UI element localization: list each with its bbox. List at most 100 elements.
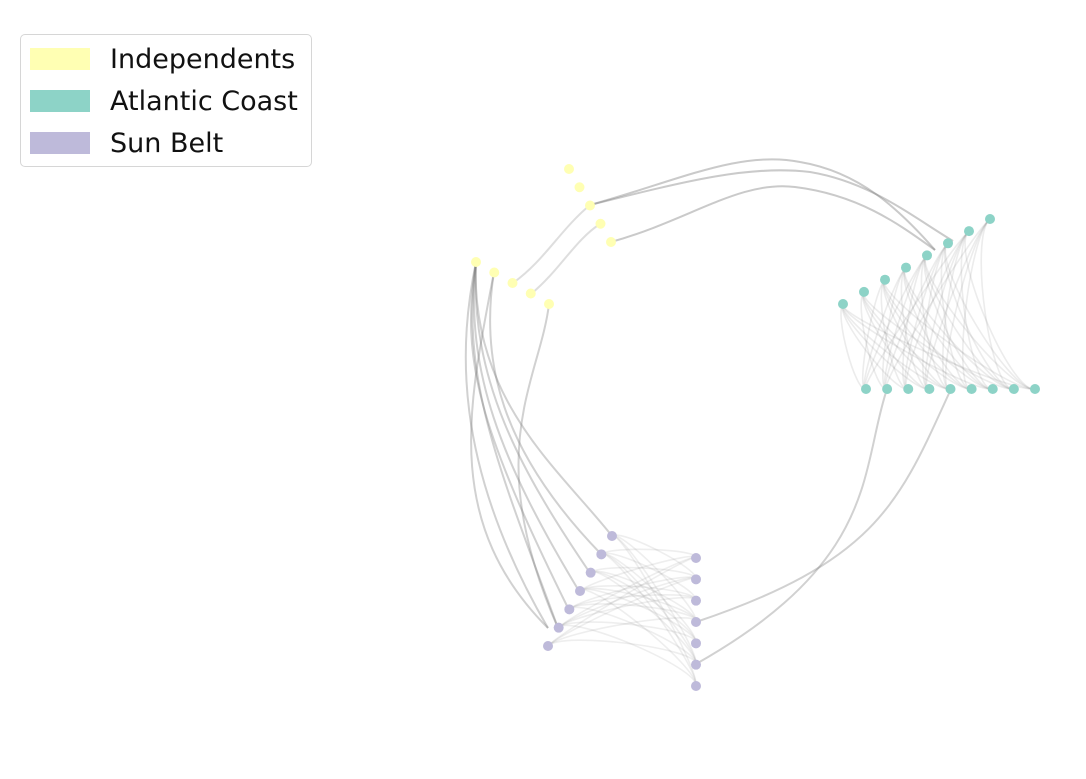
node-sun-belt [691, 574, 701, 585]
node-sun-belt [575, 586, 585, 596]
edge [512, 204, 591, 284]
edge [903, 267, 972, 390]
node-independents [564, 164, 574, 174]
node-atlantic-coast [964, 226, 974, 237]
node-sun-belt [691, 681, 701, 691]
node-atlantic-coast [838, 299, 848, 309]
edge [530, 223, 601, 295]
node-atlantic-coast [987, 384, 998, 394]
edge [695, 388, 888, 665]
legend: Independents Atlantic Coast Sun Belt [20, 34, 312, 167]
node-atlantic-coast [945, 384, 956, 394]
edge [471, 261, 559, 629]
node-sun-belt [691, 595, 701, 606]
edge [924, 230, 970, 390]
edge [474, 261, 591, 574]
node-sun-belt [607, 531, 617, 541]
edge [589, 169, 954, 242]
node-sun-belt [585, 567, 596, 578]
edge [579, 587, 697, 623]
edges [464, 158, 1036, 687]
node-atlantic-coast [985, 214, 995, 224]
edge [944, 242, 1014, 390]
edge [558, 624, 697, 687]
edge [611, 535, 697, 687]
node-sun-belt [564, 604, 575, 615]
edge [885, 218, 991, 390]
edge [547, 617, 697, 647]
edge [862, 291, 930, 390]
legend-swatch-independents [30, 48, 90, 70]
node-atlantic-coast [1030, 384, 1040, 394]
edge [942, 230, 970, 390]
edge [920, 254, 951, 390]
node-atlantic-coast [924, 384, 935, 394]
node-independents [525, 288, 536, 299]
edge [610, 185, 936, 251]
edge [489, 271, 602, 555]
node-independents [507, 278, 518, 288]
node-sun-belt [553, 622, 564, 633]
edge [611, 535, 697, 665]
edge [900, 267, 930, 390]
edge [579, 589, 697, 687]
node-atlantic-coast [901, 262, 911, 273]
edge [695, 388, 952, 623]
edge [864, 230, 970, 390]
node-atlantic-coast [903, 384, 914, 394]
edge [882, 279, 951, 390]
edge [923, 254, 993, 390]
edge [611, 535, 697, 623]
node-atlantic-coast [1008, 384, 1019, 394]
node-sun-belt [691, 638, 701, 649]
edge [862, 291, 972, 390]
edge [964, 230, 1036, 390]
edge [944, 218, 991, 390]
edge [883, 279, 993, 390]
legend-swatch-sun-belt [30, 132, 90, 154]
edge [600, 553, 697, 665]
edge [880, 279, 909, 390]
edge [863, 291, 1014, 390]
edge [924, 254, 1036, 390]
edge [841, 303, 930, 390]
edge [925, 218, 991, 390]
edge [600, 552, 697, 601]
node-independents [544, 299, 554, 309]
node-atlantic-coast [922, 250, 932, 261]
node-sun-belt [596, 549, 607, 560]
legend-swatch-atlantic-coast [30, 90, 90, 112]
edge [924, 254, 1014, 390]
edge [600, 548, 697, 559]
edge [962, 218, 991, 390]
edge [474, 261, 613, 537]
edge [882, 279, 972, 390]
edge [980, 218, 1015, 390]
edge [590, 571, 697, 665]
edge [842, 303, 993, 390]
node-atlantic-coast [966, 384, 977, 394]
edge [469, 261, 570, 611]
node-independents [585, 200, 595, 211]
edge [960, 230, 993, 390]
legend-item-independents: Independents [30, 44, 295, 75]
node-independents [471, 257, 481, 267]
node-atlantic-coast [880, 274, 890, 285]
edge [547, 639, 697, 665]
edge [568, 606, 697, 665]
edge [944, 242, 1036, 390]
edge [905, 230, 970, 390]
legend-label-sun-belt: Sun Belt [110, 127, 224, 159]
edge [600, 553, 697, 687]
edge [883, 279, 1036, 390]
node-atlantic-coast [861, 384, 871, 394]
node-atlantic-coast [859, 286, 869, 297]
node-atlantic-coast [943, 238, 953, 249]
node-atlantic-coast [882, 384, 893, 394]
node-sun-belt [543, 641, 553, 651]
node-independents [606, 237, 616, 247]
node-independents [574, 182, 585, 193]
edge [600, 553, 697, 644]
edge [470, 271, 549, 629]
